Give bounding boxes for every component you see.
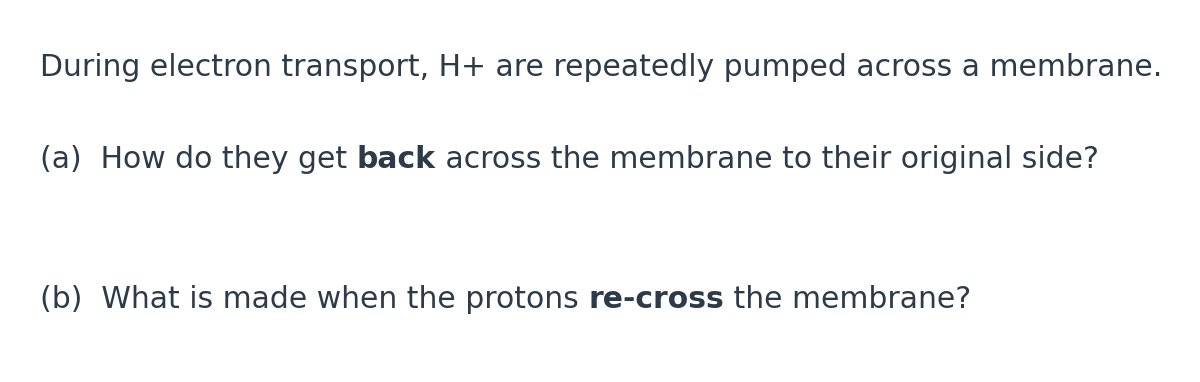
Text: across the membrane to their original side?: across the membrane to their original si… (436, 146, 1099, 175)
Text: back: back (356, 146, 436, 175)
Text: (a)  How do they get: (a) How do they get (40, 146, 356, 175)
Text: During electron transport, H+ are repeatedly pumped across a membrane.: During electron transport, H+ are repeat… (40, 53, 1163, 83)
Text: (b)  What is made when the protons: (b) What is made when the protons (40, 285, 588, 314)
Text: the membrane?: the membrane? (724, 285, 971, 314)
Text: re-cross: re-cross (588, 285, 724, 314)
